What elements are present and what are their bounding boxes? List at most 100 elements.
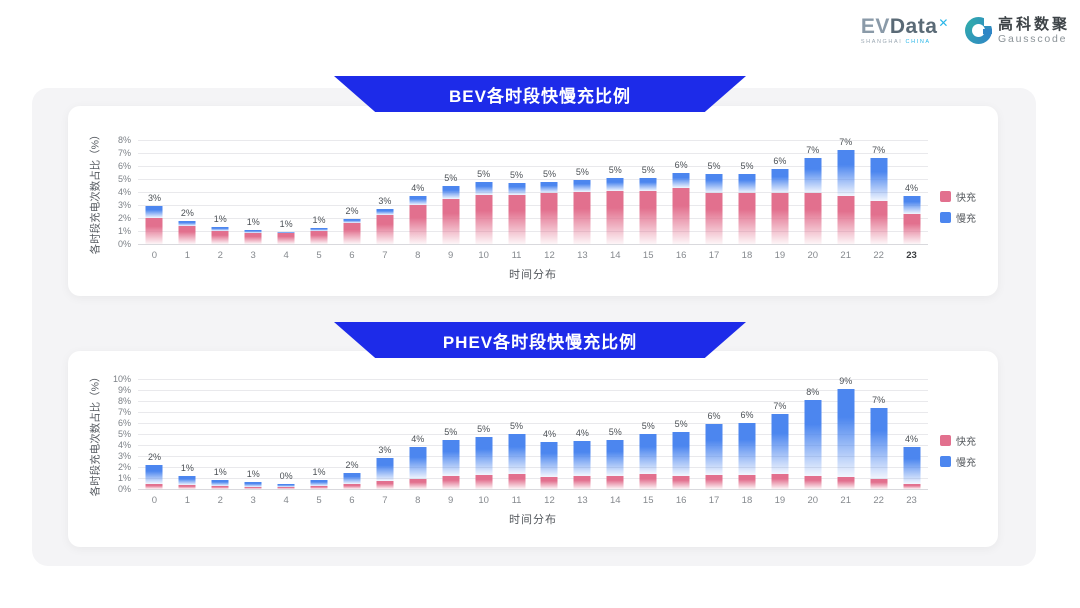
slow-charge-segment[interactable]	[705, 173, 723, 194]
fast-charge-segment[interactable]	[277, 232, 295, 244]
slow-charge-segment[interactable]	[211, 480, 229, 487]
slow-charge-segment[interactable]	[178, 220, 196, 226]
bar-total-label: 5%	[674, 418, 688, 429]
slow-charge-segment[interactable]	[376, 208, 394, 216]
fast-charge-segment[interactable]	[475, 194, 493, 244]
slow-charge-segment[interactable]	[672, 172, 690, 189]
y-tick-label: 1%	[117, 473, 131, 483]
fast-charge-segment[interactable]	[771, 473, 789, 489]
fast-charge-segment[interactable]	[705, 474, 723, 489]
fast-charge-segment[interactable]	[376, 215, 394, 244]
y-tick-label: 3%	[117, 451, 131, 461]
legend-item-fast-charge[interactable]: 快充	[940, 433, 976, 448]
fast-charge-segment[interactable]	[211, 231, 229, 244]
bar-total-label: 7%	[806, 145, 820, 156]
legend-item-slow-charge[interactable]: 慢充	[940, 454, 976, 469]
fast-charge-segment[interactable]	[376, 480, 394, 489]
x-tick-label: 11	[511, 250, 522, 261]
x-tick-label: 9	[448, 250, 454, 261]
bar-total-label: 5%	[608, 164, 622, 175]
x-tick-label: 15	[642, 250, 654, 261]
evdata-subtitle-right: CHINA	[905, 39, 931, 45]
slow-charge-segment[interactable]	[672, 431, 690, 476]
gridline	[138, 166, 928, 167]
fast-charge-segment[interactable]	[870, 479, 888, 489]
fast-charge-segment[interactable]	[639, 473, 657, 489]
slow-charge-segment[interactable]	[409, 447, 427, 480]
bar-total-label: 5%	[641, 421, 655, 431]
fast-charge-segment[interactable]	[409, 479, 427, 489]
bar-total-label: 5%	[608, 426, 622, 437]
bar-total-label: 6%	[674, 159, 688, 170]
fast-charge-segment[interactable]	[508, 194, 526, 244]
fast-charge-segment[interactable]	[244, 232, 262, 244]
gridline	[138, 445, 928, 446]
x-tick-label: 12	[544, 250, 555, 261]
x-tick-label: 20	[807, 495, 819, 506]
fast-charge-segment[interactable]	[508, 473, 526, 489]
slow-charge-segment[interactable]	[343, 219, 361, 224]
slow-charge-swatch-icon	[940, 212, 951, 223]
bar-total-label: 4%	[542, 428, 556, 439]
evdata-x-icon: ✕	[938, 16, 949, 30]
x-tick-label: 18	[741, 250, 753, 261]
fast-charge-segment[interactable]	[343, 223, 361, 244]
slow-charge-segment[interactable]	[837, 388, 855, 477]
y-tick-label: 1%	[117, 226, 131, 236]
gridline	[138, 434, 928, 435]
slow-charge-swatch-icon	[940, 456, 951, 467]
bar-total-label: 6%	[773, 155, 787, 166]
y-tick-label: 2%	[117, 462, 131, 472]
bar-total-label: 8%	[806, 386, 820, 397]
gridline	[138, 244, 928, 245]
fast-charge-segment[interactable]	[475, 474, 493, 489]
fast-charge-segment[interactable]	[672, 188, 690, 244]
fast-charge-segment[interactable]	[178, 225, 196, 244]
y-tick-label: 5%	[117, 429, 131, 439]
fast-charge-segment[interactable]	[837, 195, 855, 244]
bev-x-axis-title: 时间分布	[509, 269, 557, 281]
x-tick-label: 22	[873, 495, 884, 506]
phev-chart-card: 各时段充电次数占比（%） 0% 1% 2% 3% 4% 5% 6% 7% 8% 9% 10% 2% 0 1…	[68, 351, 998, 547]
fast-charge-segment[interactable]	[310, 231, 328, 244]
bev-chart-title: BEV各时段快慢充比例	[449, 86, 631, 106]
legend-item-fast-charge[interactable]: 快充	[940, 189, 976, 204]
y-tick-label: 2%	[117, 213, 131, 223]
bar-total-label: 3%	[378, 195, 392, 206]
x-tick-label: 13	[577, 495, 588, 506]
bar-total-label: 5%	[542, 168, 556, 179]
phev-plot-area[interactable]: 0% 1% 2% 3% 4% 5% 6% 7% 8% 9% 10% 2% 0 1% 1 1% 2 1% 3 0% 4 1%…	[113, 374, 928, 506]
slow-charge-segment[interactable]	[540, 441, 558, 477]
bev-plot-area[interactable]: 0% 1% 2% 3% 4% 5% 6% 7% 8% 3% 0 2% 1 1% 2 1% 3 1% 4 1% 5 2% 6 3…	[118, 135, 928, 261]
fast-charge-segment[interactable]	[409, 205, 427, 244]
gridline	[138, 379, 928, 380]
phev-title-banner: PHEV各时段快慢充比例	[334, 322, 746, 358]
gridline	[138, 412, 928, 413]
slow-charge-segment[interactable]	[145, 206, 163, 218]
bev-chart-card: 各时段充电次数占比（%） 0% 1% 2% 3% 4% 5% 6% 7% 8% 3% 0 2% 1 1% 2…	[68, 106, 998, 296]
slow-charge-segment[interactable]	[310, 479, 328, 487]
slow-charge-segment[interactable]	[837, 150, 855, 196]
gridline	[138, 390, 928, 391]
x-tick-label: 6	[349, 495, 355, 506]
evdata-subtitle-left: SHANGHAI	[860, 39, 903, 45]
bar-total-label: 4%	[905, 434, 919, 445]
fast-charge-segment[interactable]	[870, 201, 888, 244]
evdata-subtitle: SHANGHAI CHINA	[861, 39, 931, 45]
slow-charge-segment[interactable]	[771, 168, 789, 194]
gridline	[138, 231, 928, 232]
x-tick-label: 19	[774, 250, 786, 261]
slow-charge-segment[interactable]	[244, 482, 262, 487]
x-tick-label: 10	[478, 250, 489, 261]
slow-charge-segment[interactable]	[409, 195, 427, 205]
slow-charge-segment[interactable]	[804, 158, 822, 194]
bar-total-label: 7%	[872, 394, 886, 405]
slow-charge-segment[interactable]	[738, 173, 756, 194]
fast-charge-segment[interactable]	[738, 474, 756, 489]
legend-item-slow-charge[interactable]: 慢充	[940, 210, 976, 225]
slow-charge-segment[interactable]	[870, 407, 888, 480]
y-tick-label: 8%	[117, 135, 131, 145]
slow-charge-segment[interactable]	[573, 180, 591, 192]
gausscode-en-name: Gausscode	[997, 32, 1068, 45]
slow-charge-segment[interactable]	[277, 484, 295, 488]
